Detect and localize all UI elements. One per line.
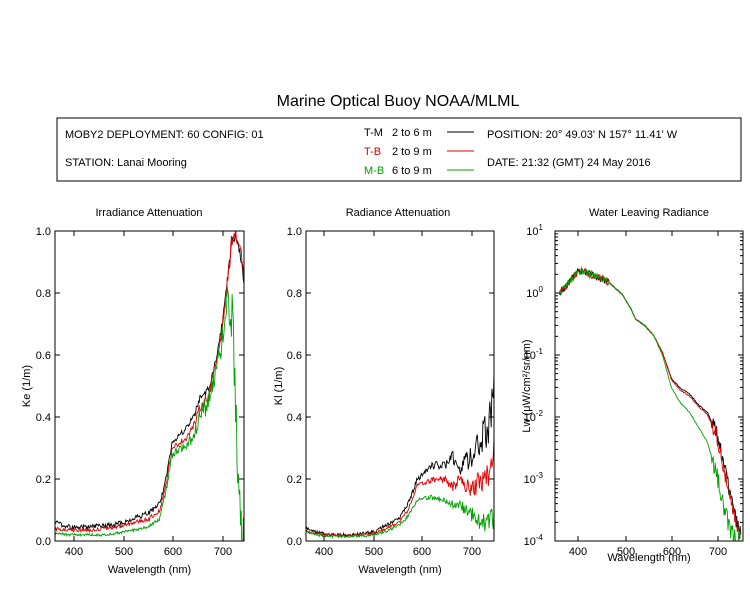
chart-title: Radiance Attenuation <box>346 207 451 219</box>
y-axis-label: Kl (1/m) <box>273 367 285 406</box>
y-axis-label: Lw (μW/cm²/sr/nm) <box>521 339 533 432</box>
chart-panel-2: Radiance Attenuation 400 500 600 700 Waveleng… <box>273 207 495 576</box>
series-line-t-b <box>55 231 244 534</box>
series-line-t-m <box>559 267 742 535</box>
x-tick-label: 600 <box>164 546 182 558</box>
info-box: MOBY2 DEPLOYMENT: 60 CONFIG: 01 STATION:… <box>56 117 742 182</box>
x-tick-label: 500 <box>617 546 635 558</box>
y-tick-label: 10-3 <box>524 471 544 486</box>
series-group <box>559 266 742 541</box>
y-tick-label: 0.6 <box>287 350 302 362</box>
series-line-t-m <box>55 234 244 532</box>
series-line-m-b <box>559 268 741 541</box>
x-tick-label: 700 <box>709 546 727 558</box>
series-line-m-b <box>55 286 244 541</box>
chart-title: Water Leaving Radiance <box>589 207 709 219</box>
x-tick-label: 600 <box>413 546 431 558</box>
x-axis-label: Wavelength (nm) <box>607 552 690 564</box>
y-tick-label: 0.4 <box>36 412 51 424</box>
y-tick-label: 0.8 <box>287 288 302 300</box>
legend-range-m-b: 6 to 9 m <box>392 165 432 177</box>
station-label: STATION: Lanai Mooring <box>65 157 187 169</box>
chart-panel-3: Water Leaving Radiance 400 500 600 700 Wavele… <box>521 207 744 564</box>
y-tick-label: 10-1 <box>524 347 544 362</box>
legend-code-t-b: T-B <box>364 146 381 158</box>
series-line-t-b <box>559 266 741 540</box>
y-tick-label: 10-2 <box>524 409 544 424</box>
x-axis-label: Wavelength (nm) <box>108 564 191 576</box>
legend-range-t-b: 2 to 9 m <box>392 146 432 158</box>
y-tick-label: 1.0 <box>287 226 302 238</box>
y-tick-label: 0.0 <box>287 536 302 548</box>
chart-title: Irradiance Attenuation <box>95 207 202 219</box>
y-tick-label: 10-4 <box>524 533 544 548</box>
date-label: DATE: 21:32 (GMT) 24 May 2016 <box>487 157 651 169</box>
x-tick-label: 400 <box>65 546 83 558</box>
charts: Irradiance Attenuation 400 500 600 700 Wavele… <box>21 207 744 576</box>
legend-range-t-m: 2 to 6 m <box>392 127 432 139</box>
x-tick-label: 400 <box>315 546 333 558</box>
y-axis-label: Ke (1/m) <box>21 365 33 407</box>
deployment-label: MOBY2 DEPLOYMENT: 60 CONFIG: 01 <box>65 129 264 141</box>
legend: T-M 2 to 6 m T-B 2 to 9 m M-B 6 to 9 m <box>364 127 474 177</box>
x-tick-label: 700 <box>463 546 481 558</box>
position-label: POSITION: 20° 49.03' N 157° 11.41' W <box>487 129 678 141</box>
series-line-t-m <box>306 373 494 538</box>
x-axis-label: Wavelength (nm) <box>358 564 441 576</box>
y-tick-label: 101 <box>526 223 543 238</box>
y-tick-label: 1.0 <box>36 226 51 238</box>
y-tick-label: 0.4 <box>287 412 302 424</box>
legend-code-t-m: T-M <box>364 127 383 139</box>
y-tick-label: 100 <box>526 285 543 300</box>
y-tick-label: 0.8 <box>36 288 51 300</box>
x-tick-label: 500 <box>115 546 133 558</box>
x-tick-label: 500 <box>365 546 383 558</box>
x-tick-label: 700 <box>214 546 232 558</box>
x-tick-label: 600 <box>663 546 681 558</box>
y-tick-label: 0.0 <box>36 536 51 548</box>
y-tick-label: 0.2 <box>287 474 302 486</box>
plot-frame <box>305 230 495 542</box>
plot-frame <box>554 230 744 542</box>
series-line-t-b <box>306 437 494 538</box>
info-box-frame <box>56 117 742 182</box>
page-title: Marine Optical Buoy NOAA/MLML <box>277 93 520 110</box>
plot-frame <box>54 230 245 542</box>
series-group <box>306 373 494 539</box>
series-line-m-b <box>306 494 494 539</box>
legend-code-m-b: M-B <box>364 165 384 177</box>
y-tick-label: 0.2 <box>36 474 51 486</box>
y-tick-label: 0.6 <box>36 350 51 362</box>
chart-panel-1: Irradiance Attenuation 400 500 600 700 Wavele… <box>21 207 245 576</box>
x-tick-label: 400 <box>569 546 587 558</box>
series-group <box>55 231 244 541</box>
